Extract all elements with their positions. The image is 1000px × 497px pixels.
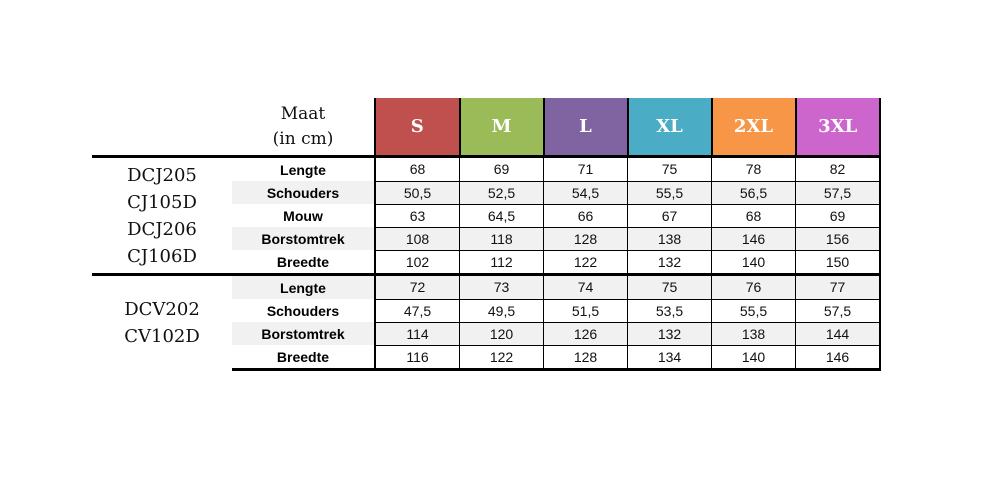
product-code: DCJ206 [127,218,197,240]
value-cell: 116 [374,344,460,371]
value-cell: 108 [374,226,460,251]
value-cell: 146 [795,344,881,371]
value-cell: 63 [374,203,460,228]
value-cell: 150 [795,249,881,275]
table-row: Mouw 63 64,5 66 67 68 69 [92,203,881,228]
value-cell: 128 [543,226,628,251]
value-cell: 140 [711,249,796,275]
measurement-label: Lengte [232,273,375,299]
size-header-m: M [458,98,545,157]
header-row: Maat (in cm) S M L XL 2XL 3XL [92,98,881,157]
value-cell: 49,5 [459,298,544,323]
value-cell: 74 [543,273,628,300]
value-cell: 71 [543,155,628,182]
product-codes: DCV202 CV102D [92,273,232,370]
value-cell: 64,5 [459,203,544,228]
value-cell: 132 [627,249,712,275]
table-row: Schouders 50,5 52,5 54,5 55,5 56,5 57,5 [92,180,881,205]
value-cell: 120 [459,321,544,346]
measurement-label: Mouw [283,207,323,224]
value-cell: 122 [543,249,628,275]
value-cell: 114 [374,321,460,346]
value-cell: 55,5 [627,180,712,205]
value-cell: 72 [374,273,460,300]
product-code: DCV202 [124,298,200,320]
table-row: Borstomtrek 114 120 126 132 138 144 [92,321,881,346]
size-chart-table: Maat (in cm) S M L XL 2XL 3XL DCJ205 CJ105D DCJ206… [92,98,881,371]
measurement-label: Schouders [232,181,375,204]
value-cell: 77 [795,273,881,300]
value-cell: 73 [459,273,544,300]
measurement-label: Borstomtrek [232,227,375,250]
value-cell: 156 [795,226,881,251]
value-cell: 140 [711,344,796,371]
value-cell: 50,5 [374,180,460,205]
value-cell: 122 [459,344,544,371]
value-cell: 126 [543,321,628,346]
value-cell: 53,5 [627,298,712,323]
value-cell: 112 [459,249,544,275]
value-cell: 78 [711,155,796,182]
product-code: CJ105D [127,191,197,213]
table-row: Borstomtrek 108 118 128 138 146 156 [92,226,881,251]
measurement-label: Lengte [232,155,375,181]
value-cell: 138 [711,321,796,346]
size-header-2xl: 2XL [710,98,797,157]
table-row: Breedte 102 112 122 132 140 150 [92,249,881,275]
size-header-3xl: 3XL [794,98,881,157]
value-cell: 76 [711,273,796,300]
value-cell: 51,5 [543,298,628,323]
value-cell: 57,5 [795,180,881,205]
maat-header: Maat (in cm) [232,98,375,157]
value-cell: 55,5 [711,298,796,323]
value-cell: 144 [795,321,881,346]
empty-corner [92,98,232,157]
measurement-label: Borstomtrek [232,322,375,345]
value-cell: 134 [627,344,712,371]
value-cell: 57,5 [795,298,881,323]
value-cell: 68 [711,203,796,228]
value-cell: 128 [543,344,628,371]
product-code: CV102D [124,325,200,347]
value-cell: 56,5 [711,180,796,205]
unit-label: (in cm) [272,128,334,149]
value-cell: 68 [374,155,460,182]
table-row: Schouders 47,5 49,5 51,5 53,5 55,5 57,5 [92,298,881,323]
value-cell: 66 [543,203,628,228]
product-code: CJ106D [127,245,197,267]
product-code: DCJ205 [127,164,197,186]
value-cell: 69 [459,155,544,182]
measurement-label: Schouders [266,302,340,319]
value-cell: 69 [795,203,881,228]
table-row: DCJ205 CJ105D DCJ206 CJ106D Lengte 68 69 71 75 78… [92,155,881,275]
measurement-label: Breedte [276,253,330,270]
value-cell: 138 [627,226,712,251]
size-header-xl: XL [626,98,713,157]
value-cell: 75 [627,273,712,300]
size-header-l: L [542,98,629,157]
value-cell: 75 [627,155,712,182]
value-cell: 52,5 [459,180,544,205]
value-cell: 54,5 [543,180,628,205]
size-header-s: S [374,98,461,157]
value-cell: 102 [374,249,460,275]
table-row: DCV202 CV102D Lengte 72 73 74 75 76 77 [92,273,881,370]
value-cell: 82 [795,155,881,182]
measurement-label: Breedte [232,345,375,371]
value-cell: 67 [627,203,712,228]
value-cell: 146 [711,226,796,251]
value-cell: 47,5 [374,298,460,323]
value-cell: 132 [627,321,712,346]
product-codes: DCJ205 CJ105D DCJ206 CJ106D [92,155,232,275]
value-cell: 118 [459,226,544,251]
table-row: Breedte 116 122 128 134 140 146 [92,344,881,371]
maat-label: Maat [280,103,326,124]
